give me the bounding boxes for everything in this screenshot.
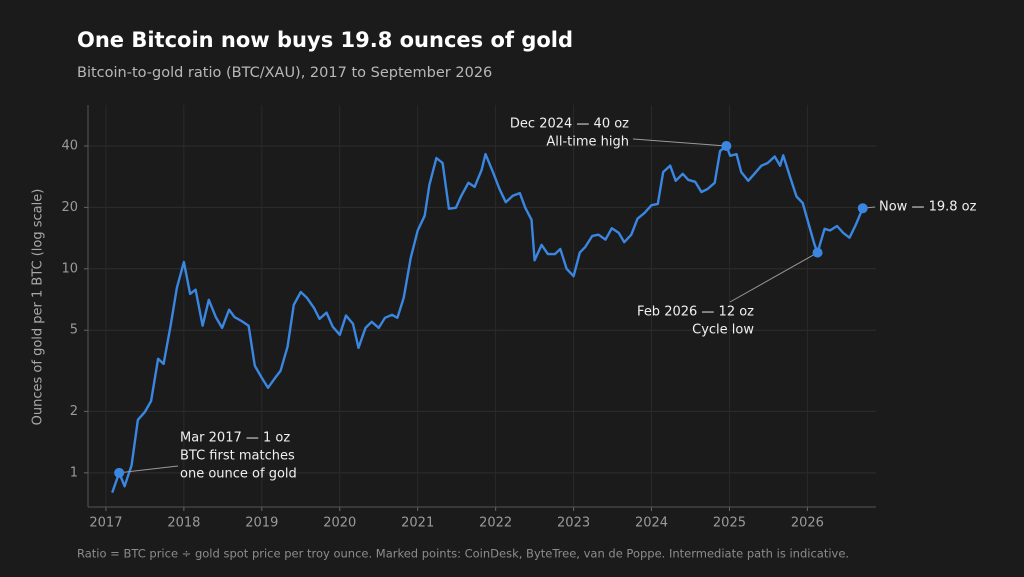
x-tick-label: 2019 xyxy=(245,516,278,531)
x-tick-label: 2026 xyxy=(791,516,824,531)
x-tick-label: 2020 xyxy=(323,516,356,531)
y-axis-label: Ounces of gold per 1 BTC (log scale) xyxy=(31,189,46,426)
y-tick-label: 2 xyxy=(70,404,78,419)
annotation-text: All-time high xyxy=(546,135,629,150)
y-tick-label: 40 xyxy=(61,138,78,153)
annotation-connector xyxy=(119,465,179,474)
data-line xyxy=(111,144,864,493)
x-tick-label: 2025 xyxy=(713,516,746,531)
annotation-marker xyxy=(812,247,823,258)
x-tick-label: 2021 xyxy=(401,516,434,531)
annotation-text: Now — 19.8 oz xyxy=(879,200,977,215)
annotation-text: Feb 2026 — 12 oz xyxy=(637,305,754,320)
x-tick-label: 2017 xyxy=(89,516,122,531)
y-tick-label: 20 xyxy=(61,200,78,215)
annotation-text: Cycle low xyxy=(692,323,754,338)
x-tick-label: 2018 xyxy=(167,516,200,531)
annotation-text: Mar 2017 — 1 oz xyxy=(180,431,290,446)
annotation-marker xyxy=(114,467,125,478)
footnote: Ratio = BTC price ÷ gold spot price per … xyxy=(77,547,849,561)
x-tick-label: 2023 xyxy=(557,516,590,531)
y-tick-label: 5 xyxy=(70,323,78,338)
y-tick-label: 1 xyxy=(70,465,78,480)
x-tick-label: 2022 xyxy=(479,516,512,531)
annotation-connector xyxy=(632,138,727,147)
annotation-text: BTC first matches xyxy=(180,449,295,464)
annotation-text: one ounce of gold xyxy=(180,467,297,482)
annotation-connector xyxy=(729,252,818,303)
x-tick-label: 2024 xyxy=(635,516,668,531)
chart-subtitle: Bitcoin-to-gold ratio (BTC/XAU), 2017 to… xyxy=(77,65,492,81)
annotation-text: Dec 2024 — 40 oz xyxy=(510,117,629,132)
annotation-marker xyxy=(857,203,868,214)
chart-title: One Bitcoin now buys 19.8 ounces of gold xyxy=(77,28,573,52)
y-tick-label: 10 xyxy=(61,261,78,276)
annotation-marker xyxy=(721,140,732,151)
